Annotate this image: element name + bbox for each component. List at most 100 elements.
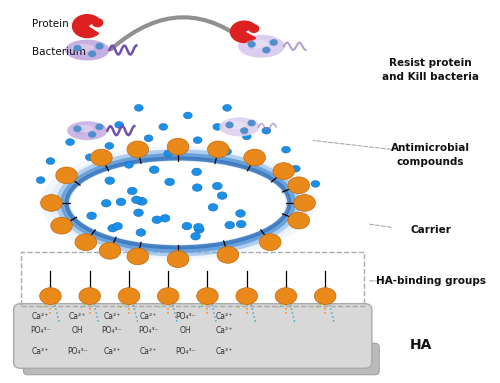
Circle shape	[208, 203, 218, 211]
Circle shape	[50, 217, 72, 234]
Circle shape	[92, 19, 102, 27]
Text: Antimicrobial
compounds: Antimicrobial compounds	[391, 143, 470, 167]
Text: Resist protein
and Kill bacteria: Resist protein and Kill bacteria	[382, 58, 479, 82]
Circle shape	[263, 47, 270, 53]
Text: Ca²⁺: Ca²⁺	[216, 313, 234, 321]
Circle shape	[192, 184, 202, 192]
Circle shape	[167, 138, 189, 155]
Circle shape	[196, 288, 218, 304]
Text: Ca²⁺: Ca²⁺	[69, 313, 86, 321]
Circle shape	[40, 195, 62, 211]
Text: Ca²⁺: Ca²⁺	[140, 347, 157, 357]
Circle shape	[262, 127, 271, 134]
Text: PO₄³⁻: PO₄³⁻	[175, 347, 196, 357]
Circle shape	[102, 200, 111, 207]
Text: Ca²⁺: Ca²⁺	[103, 347, 120, 357]
Circle shape	[105, 142, 114, 149]
Circle shape	[74, 126, 81, 131]
Circle shape	[36, 177, 45, 183]
Text: OH: OH	[72, 326, 84, 335]
Circle shape	[118, 288, 140, 304]
Circle shape	[144, 135, 153, 142]
Circle shape	[260, 234, 281, 250]
Circle shape	[99, 242, 120, 259]
Ellipse shape	[67, 121, 108, 140]
Circle shape	[182, 222, 192, 230]
Circle shape	[164, 150, 172, 157]
Circle shape	[244, 149, 266, 166]
Circle shape	[294, 195, 316, 211]
Circle shape	[193, 137, 202, 144]
Text: Ca²⁺: Ca²⁺	[32, 313, 50, 321]
Circle shape	[158, 288, 179, 304]
Circle shape	[226, 122, 233, 128]
Circle shape	[194, 223, 203, 231]
Circle shape	[46, 158, 55, 165]
Circle shape	[249, 25, 258, 32]
Circle shape	[127, 141, 148, 158]
Circle shape	[40, 288, 61, 304]
Circle shape	[96, 124, 103, 129]
Ellipse shape	[219, 117, 260, 136]
Circle shape	[222, 105, 232, 111]
Text: OH: OH	[180, 326, 191, 335]
Circle shape	[213, 123, 222, 130]
Circle shape	[273, 163, 294, 180]
Circle shape	[314, 288, 336, 304]
Circle shape	[165, 178, 174, 186]
Circle shape	[160, 214, 170, 222]
Ellipse shape	[48, 150, 308, 256]
Circle shape	[127, 248, 148, 265]
Circle shape	[74, 46, 81, 51]
Ellipse shape	[70, 161, 286, 245]
Circle shape	[184, 112, 192, 119]
Text: Ca²⁺: Ca²⁺	[216, 347, 234, 357]
Circle shape	[194, 226, 204, 233]
Circle shape	[66, 139, 74, 146]
Circle shape	[190, 232, 200, 240]
Circle shape	[124, 162, 134, 168]
FancyArrowPatch shape	[112, 17, 253, 49]
Circle shape	[96, 44, 103, 49]
Text: Bacterium: Bacterium	[32, 47, 86, 57]
Circle shape	[248, 42, 255, 47]
Text: PO₄³⁻: PO₄³⁻	[102, 326, 122, 335]
Circle shape	[217, 192, 227, 200]
Text: PO₄³⁻: PO₄³⁻	[67, 347, 88, 357]
Text: Ca²⁺: Ca²⁺	[103, 313, 120, 321]
Circle shape	[236, 288, 258, 304]
Circle shape	[86, 212, 97, 219]
Circle shape	[88, 132, 96, 137]
Circle shape	[75, 234, 96, 250]
Circle shape	[270, 40, 277, 45]
Circle shape	[86, 154, 94, 161]
Circle shape	[112, 223, 122, 230]
Ellipse shape	[40, 146, 316, 260]
Circle shape	[248, 120, 255, 126]
Circle shape	[159, 123, 168, 130]
Ellipse shape	[65, 39, 110, 61]
Text: Ca²⁺: Ca²⁺	[140, 313, 157, 321]
Text: PO₄³⁻: PO₄³⁻	[175, 313, 196, 321]
Circle shape	[192, 168, 202, 176]
Text: HA: HA	[410, 339, 432, 352]
Circle shape	[90, 149, 112, 166]
Wedge shape	[72, 15, 99, 38]
Circle shape	[116, 198, 126, 206]
Circle shape	[275, 288, 297, 304]
Circle shape	[128, 187, 137, 195]
Circle shape	[212, 182, 222, 190]
Ellipse shape	[72, 44, 94, 52]
Text: Ca²⁺: Ca²⁺	[216, 326, 234, 335]
Circle shape	[222, 148, 232, 155]
Circle shape	[114, 121, 124, 128]
Circle shape	[311, 180, 320, 187]
Wedge shape	[230, 21, 256, 43]
Circle shape	[79, 288, 100, 304]
Text: PO₄³⁻: PO₄³⁻	[138, 326, 159, 335]
Circle shape	[236, 210, 246, 217]
Circle shape	[217, 247, 238, 263]
Circle shape	[241, 128, 248, 133]
Circle shape	[288, 212, 310, 229]
Circle shape	[252, 158, 261, 165]
